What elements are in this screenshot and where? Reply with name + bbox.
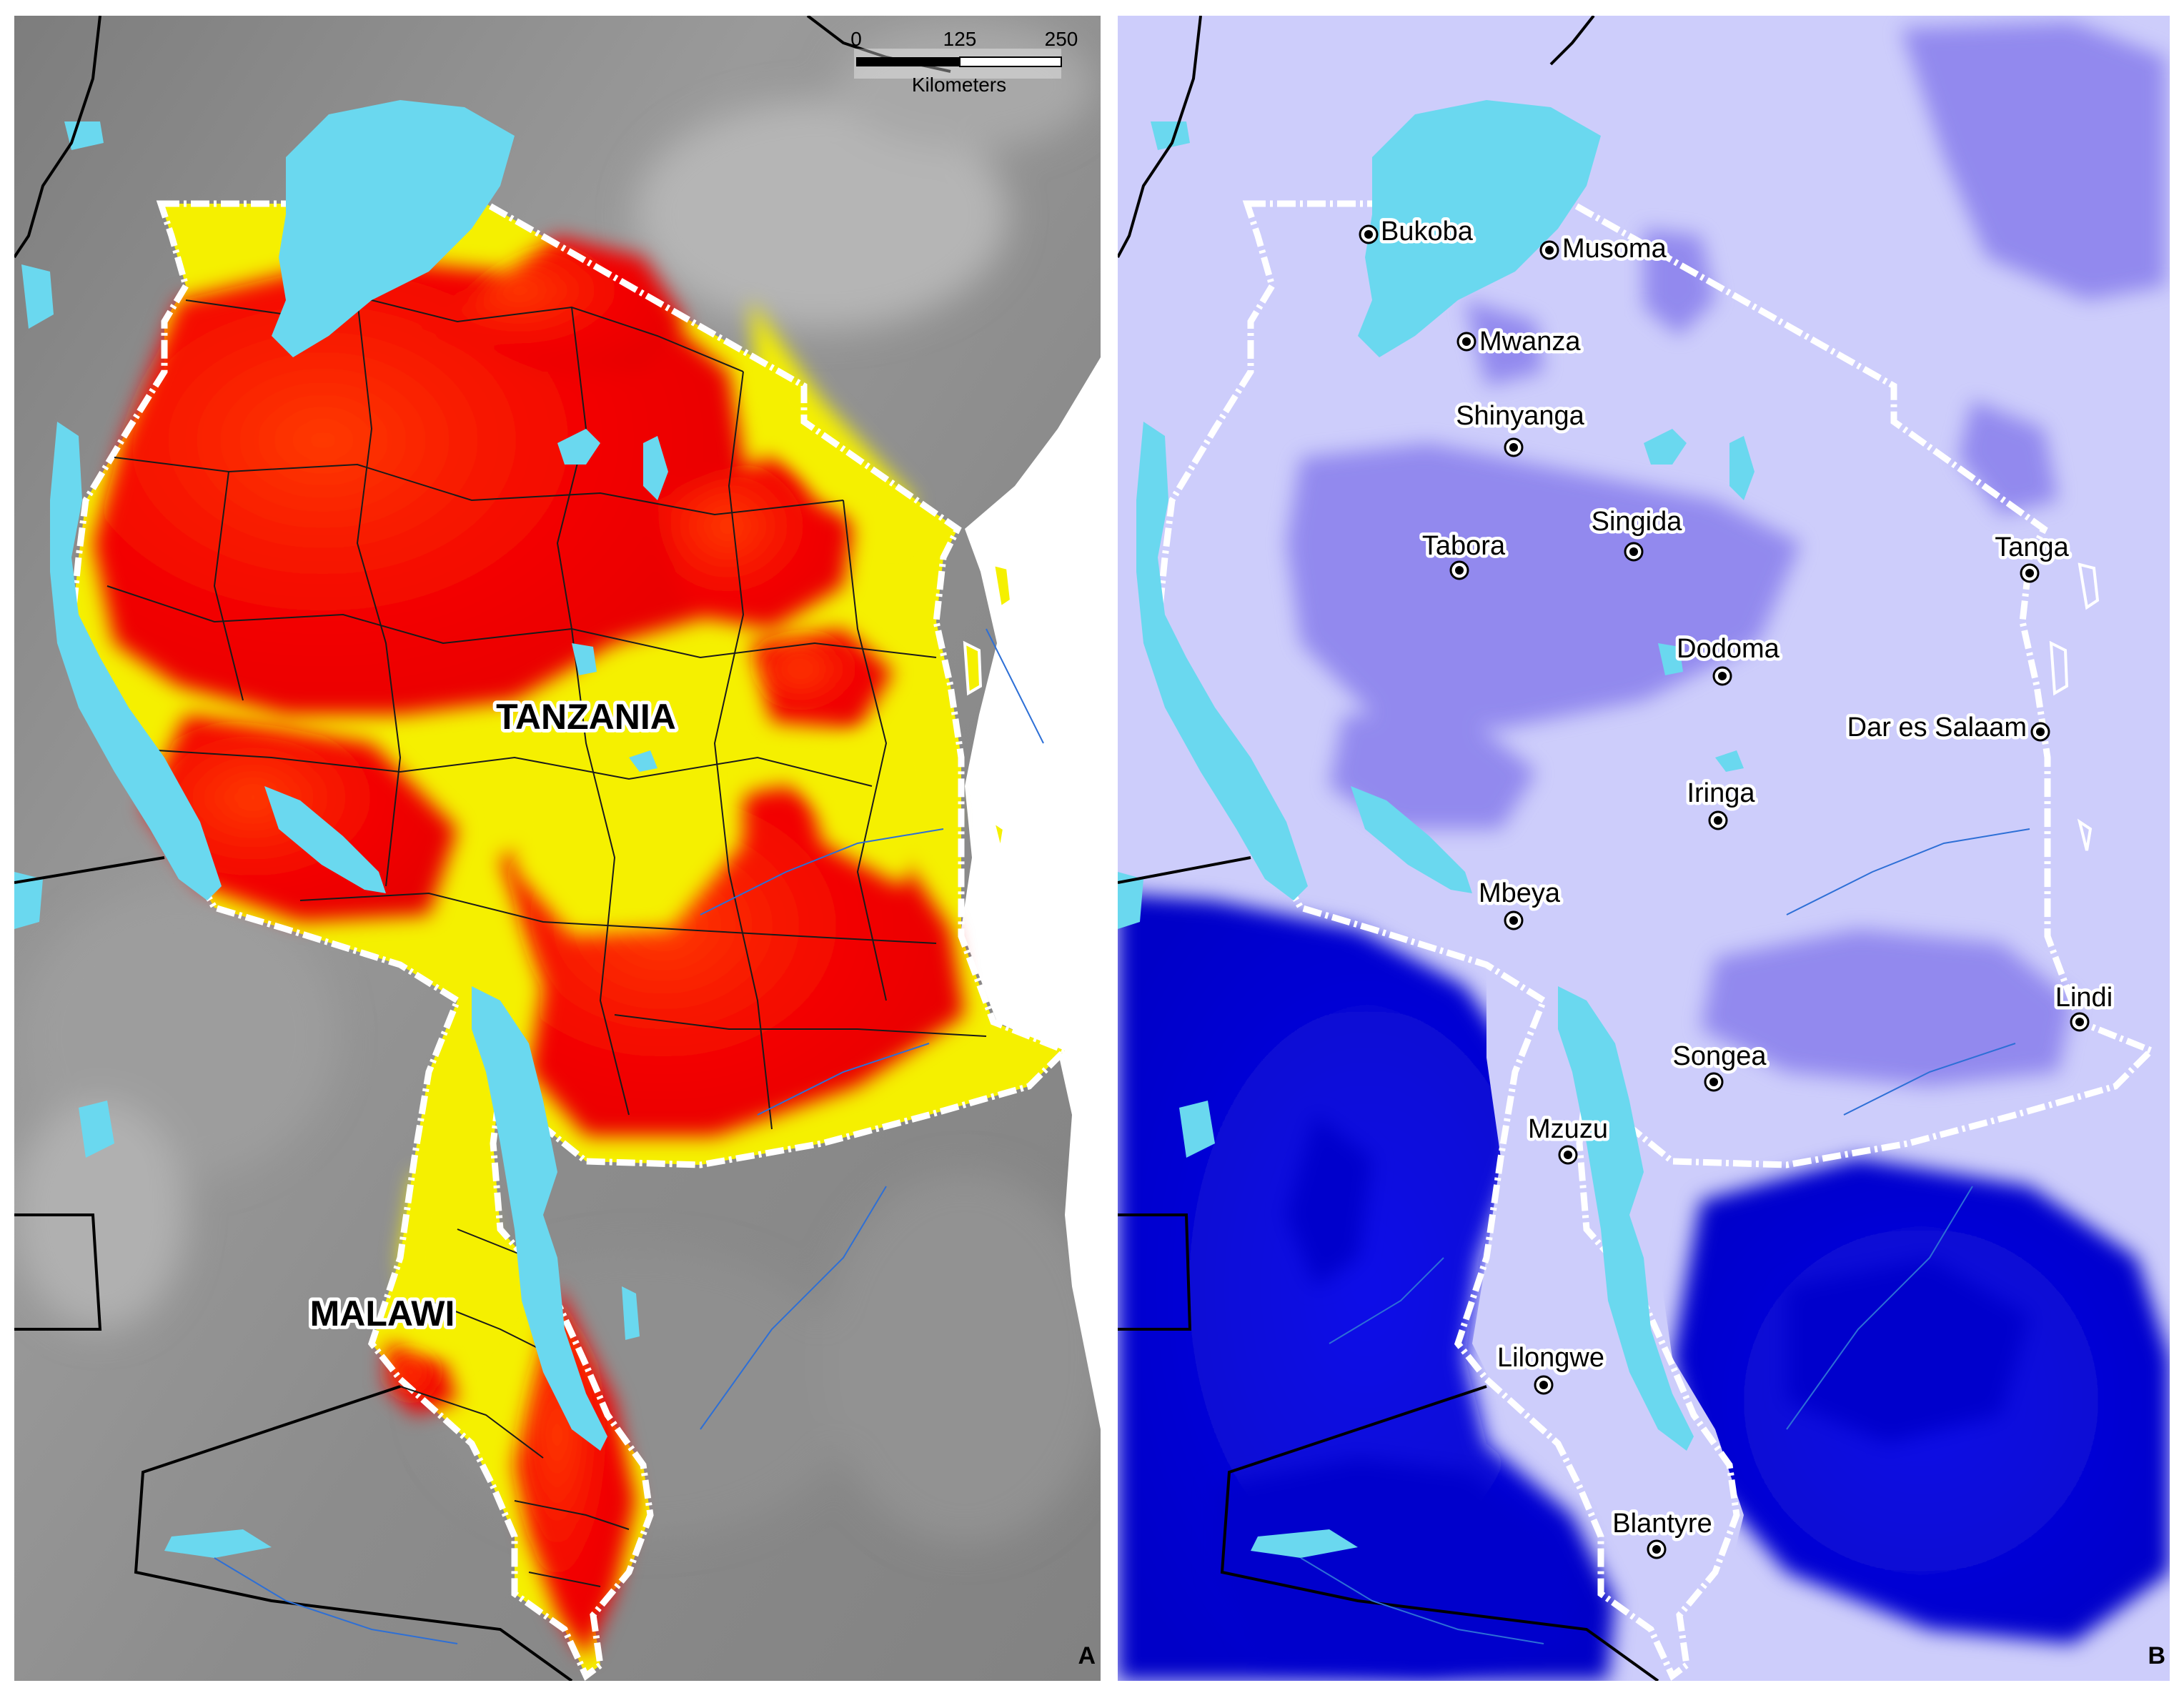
city-lindi: Lindi Lindi [2052,980,2116,1032]
city-tanga: Tanga Tanga [1992,530,2073,583]
panel-letter-a: A [1078,1642,1096,1669]
city-label-blantyre: Blantyre [1612,1509,1712,1539]
svg-text:Blantyre: Blantyre [1612,1509,1712,1539]
heat-region [68,200,1071,1681]
city-label-dar-es-salaam: Dar es Salaam [1847,713,2027,743]
city-label-musoma: Musoma [1562,234,1667,264]
scale-unit: Kilometers [912,74,1006,96]
panel-b: Bukoba Bukoba Musoma Musoma Mwanza Mwanz… [1118,16,2170,1681]
city-mzuzu: Mzuzu Mzuzu [1525,1111,1611,1165]
svg-text:Lindi: Lindi [2055,983,2113,1013]
scale-bar-black-segment [856,57,960,66]
city-mwanza: Mwanza Mwanza [1456,324,1584,360]
svg-text:Tanga: Tanga [1995,532,2069,562]
cities: Bukoba Bukoba Musoma Musoma Mwanza Mwanz… [1359,214,2116,1559]
islands [963,562,1013,851]
lake-malawi [472,986,607,1451]
svg-text:Bukoba: Bukoba [1381,217,1474,247]
svg-text:Musoma: Musoma [1562,234,1667,264]
city-songea: Songea Songea [1669,1038,1770,1092]
svg-text:Mbeya: Mbeya [1479,878,1561,908]
country-label-malawi-halo: MALAWI [310,1294,455,1334]
city-musoma: Musoma Musoma [1539,231,1670,267]
city-dar-es-salaam: Dar es Salaam Dar es Salaam [1844,710,2050,746]
city-label-singida: Singida [1592,507,1683,537]
lake-tanganyika [50,422,222,900]
city-label-lilongwe: Lilongwe [1497,1343,1604,1373]
lake-rukwa [264,786,386,893]
city-label-mzuzu: Mzuzu [1528,1114,1608,1144]
city-label-shinyanga: Shinyanga [1456,401,1584,431]
svg-text:Tabora: Tabora [1422,531,1506,561]
svg-text:Singida: Singida [1592,507,1683,537]
city-mbeya: Mbeya Mbeya [1475,875,1564,930]
svg-text:Iringa: Iringa [1687,778,1755,808]
city-label-mwanza: Mwanza [1479,327,1581,357]
city-iringa: Iringa Iringa [1684,775,1759,830]
city-dodoma: Dodoma Dodoma [1674,631,1783,686]
scale-tick-0: 0 [850,28,862,50]
panel-a: TANZANIA TANZANIA MALAWI MALAWI 0 125 25… [14,16,1101,1681]
svg-text:Lilongwe: Lilongwe [1497,1343,1604,1373]
country-label-tanzania-halo: TANZANIA [496,697,676,737]
svg-text:Mwanza: Mwanza [1479,327,1581,357]
scale-bar: 0 125 250 Kilometers [850,28,1078,96]
country-label-tanzania: TANZANIA [496,697,676,737]
city-blantyre: Blantyre Blantyre [1609,1506,1715,1559]
rivers [214,628,1044,1644]
rivers-b [1300,828,2030,1644]
city-singida: Singida Singida [1588,504,1686,562]
city-tabora: Tabora Tabora [1419,528,1509,580]
city-label-songea: Songea [1672,1041,1767,1071]
city-bukoba: Bukoba Bukoba [1359,214,1476,250]
city-lilongwe: Lilongwe Lilongwe [1494,1340,1608,1395]
svg-text:Mzuzu: Mzuzu [1528,1114,1608,1144]
panel-letter-b: B [2148,1642,2165,1669]
city-label-tanga: Tanga [1995,532,2069,562]
country-label-malawi: MALAWI [310,1294,455,1334]
lakes [14,100,668,1558]
city-label-mbeya: Mbeya [1479,878,1561,908]
city-label-iringa: Iringa [1687,778,1755,808]
international-borders [14,16,951,1681]
city-label-bukoba: Bukoba [1381,217,1474,247]
islands-b [2049,562,2100,851]
svg-text:Shinyanga: Shinyanga [1456,401,1584,431]
ocean [961,16,1101,1681]
scale-tick-125: 125 [943,28,977,50]
svg-text:Dodoma: Dodoma [1677,634,1780,664]
international-borders-b [1118,16,1659,1681]
city-label-lindi: Lindi [2055,983,2113,1013]
city-label-dodoma: Dodoma [1677,634,1780,664]
lakes-b [1118,100,1754,1558]
svg-text:Dar es Salaam: Dar es Salaam [1847,713,2027,743]
svg-text:Songea: Songea [1672,1041,1767,1071]
city-label-tabora: Tabora [1422,531,1506,561]
lake-victoria [272,100,515,357]
scale-bar-white-segment [959,56,1062,67]
city-shinyanga: Shinyanga Shinyanga [1453,398,1588,457]
scale-tick-250: 250 [1045,28,1078,50]
max-patches [1215,1115,2030,1672]
